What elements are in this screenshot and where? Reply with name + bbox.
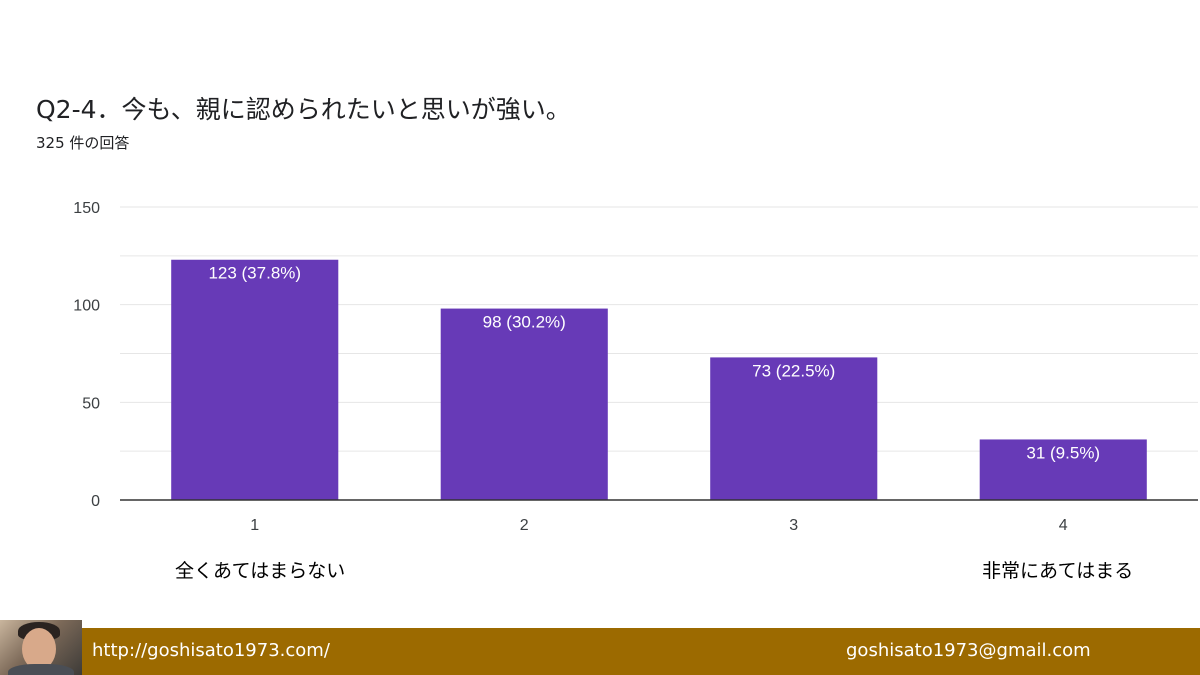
author-avatar — [0, 620, 82, 675]
y-tick-label: 100 — [73, 298, 100, 315]
bar-data-label: 73 (22.5%) — [752, 361, 835, 380]
bar-data-label: 98 (30.2%) — [483, 313, 566, 332]
bar — [710, 357, 878, 500]
x-tick-label: 2 — [520, 517, 529, 534]
x-tick-label: 1 — [250, 517, 259, 534]
y-tick-label: 150 — [73, 200, 100, 217]
bar-data-label: 31 (9.5%) — [1026, 443, 1100, 462]
y-axis-ticks: 0 50 100 150 — [73, 200, 100, 510]
scale-low-label: 全くあてはまらない — [175, 560, 346, 582]
footer-bar — [0, 628, 1200, 675]
x-tick-label: 4 — [1059, 517, 1068, 534]
x-tick-label: 3 — [789, 517, 798, 534]
email-address[interactable]: goshisato1973@gmail.com — [846, 640, 1091, 661]
bar-chart: 0 50 100 150 123 (37.8%) 98 (30.2%) 73 (22.5%… — [73, 200, 1198, 534]
chart-title: Q2-4．今も、親に認められたいと思いが強い。 — [36, 95, 571, 124]
bar — [171, 259, 339, 500]
y-tick-label: 50 — [82, 395, 100, 412]
bar — [979, 439, 1147, 500]
x-axis-ticks: 1 2 3 4 — [250, 517, 1068, 534]
scale-high-label: 非常にあてはまる — [982, 560, 1134, 582]
bar — [440, 308, 608, 500]
bar-data-label: 123 (37.8%) — [208, 264, 301, 283]
website-link[interactable]: http://goshisato1973.com/ — [92, 640, 330, 661]
y-tick-label: 0 — [91, 493, 100, 510]
response-count: 325 件の回答 — [36, 134, 130, 152]
bars: 123 (37.8%) 98 (30.2%) 73 (22.5%) 31 (9.5%) — [171, 259, 1147, 500]
